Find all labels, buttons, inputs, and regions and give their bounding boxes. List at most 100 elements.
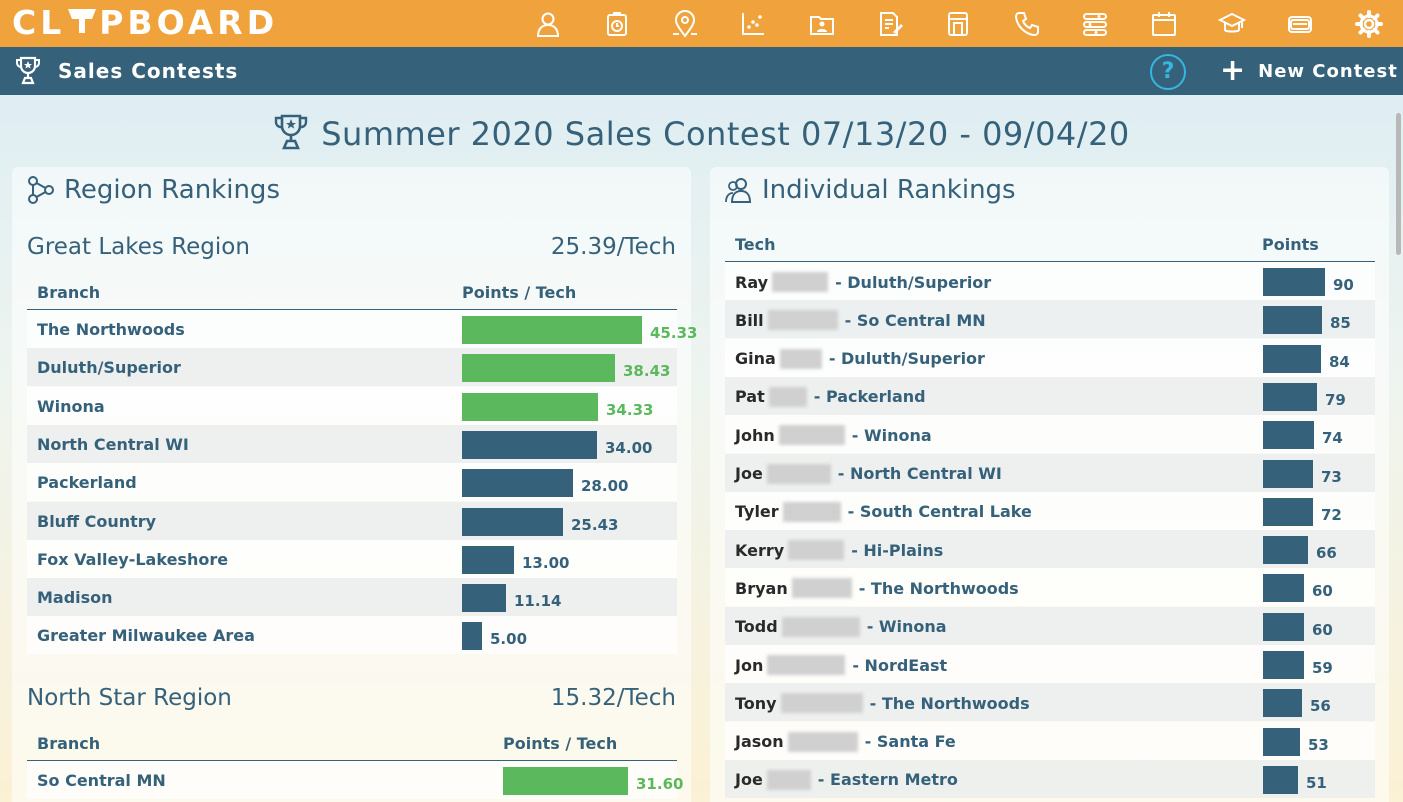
branch-name[interactable]: Madison	[37, 588, 113, 608]
tech-first-name: Kerry	[735, 540, 785, 560]
folder-person-nav-button[interactable]	[787, 0, 855, 47]
plus-icon: +	[1220, 53, 1247, 88]
branch-name[interactable]: Greater Milwaukee Area	[37, 626, 255, 646]
redacted-last-name	[778, 425, 845, 446]
tech-row[interactable]: Todd - Winona 60	[725, 606, 1375, 645]
tech-branch-link[interactable]: - Santa Fe	[864, 732, 956, 752]
branch-row[interactable]: Bluff Country 25.43	[27, 501, 677, 540]
tech-row[interactable]: Bryan - The Northwoods 60	[725, 568, 1375, 607]
settings-icon	[1354, 9, 1383, 38]
calendar-icon	[1151, 11, 1176, 36]
region-network-icon	[28, 176, 54, 204]
branch-row[interactable]: Duluth/Superior 38.43	[27, 348, 677, 387]
points-bar	[462, 622, 482, 651]
tech-cell: Tony - The Northwoods	[735, 693, 1030, 714]
points-value: 51	[1306, 773, 1327, 792]
timer-nav-button[interactable]	[582, 0, 650, 47]
tech-branch-link[interactable]: - So Central MN	[844, 310, 986, 330]
timer-icon	[606, 11, 627, 36]
tech-row[interactable]: Gina - Duluth/Superior 84	[725, 338, 1375, 377]
branch-row[interactable]: North Central WI 34.00	[27, 424, 677, 463]
points-bar	[1263, 382, 1317, 411]
branch-row[interactable]: Fox Valley-Lakeshore 13.00	[27, 539, 677, 578]
vertical-scrollbar[interactable]	[1396, 113, 1401, 255]
tech-row[interactable]: Tyler - South Central Lake 72	[725, 491, 1375, 530]
tech-branch-link[interactable]: - Winona	[866, 617, 947, 637]
redacted-last-name	[791, 578, 852, 599]
sliders-nav-button[interactable]	[1061, 0, 1129, 47]
tech-row[interactable]: Kerry - Hi-Plains 66	[725, 530, 1375, 569]
tech-branch-link[interactable]: - South Central Lake	[847, 502, 1032, 522]
branch-row[interactable]: So Central MN 31.60	[27, 760, 683, 799]
branch-row[interactable]: Winona 34.33	[27, 386, 677, 425]
region-score: 25.39/Tech	[550, 234, 676, 260]
top-nav-bar: CL PBOARD	[0, 0, 1403, 47]
tech-branch-link[interactable]: - The Northwoods	[869, 693, 1030, 713]
tech-branch-link[interactable]: - Duluth/Superior	[835, 272, 992, 292]
branch-row[interactable]: Greater Milwaukee Area 5.00	[27, 616, 677, 655]
logo-text-prefix: CL	[12, 3, 66, 42]
points-bar	[462, 392, 598, 421]
new-contest-button[interactable]: + New Contest	[1220, 53, 1398, 88]
col-points-per-tech: Points / Tech	[503, 733, 618, 753]
redacted-last-name	[767, 310, 838, 331]
branch-name[interactable]: Fox Valley-Lakeshore	[37, 549, 229, 569]
branch-name[interactable]: The Northwoods	[37, 320, 185, 339]
points-value: 11.14	[514, 592, 562, 611]
location-nav-button[interactable]	[651, 0, 719, 47]
branch-name[interactable]: Bluff Country	[37, 511, 157, 531]
document-edit-nav-button[interactable]	[856, 0, 924, 47]
top-icon-bar	[514, 0, 1403, 47]
credit-card-nav-button[interactable]	[1266, 0, 1334, 47]
phone-nav-button[interactable]	[993, 0, 1061, 47]
tech-row[interactable]: Jason - Santa Fe 53	[725, 721, 1375, 760]
scatter-chart-nav-button[interactable]	[719, 0, 787, 47]
points-value: 73	[1321, 467, 1342, 486]
tech-row[interactable]: Bill - So Central MN 85	[725, 300, 1375, 339]
tech-row[interactable]: Ray - Duluth/Superior 90	[725, 262, 1375, 300]
points-value: 5.00	[490, 630, 528, 649]
branch-name[interactable]: Packerland	[37, 473, 137, 493]
tech-branch-link[interactable]: - The Northwoods	[858, 578, 1019, 598]
calendar-nav-button[interactable]	[1129, 0, 1197, 47]
tech-branch-link[interactable]: - Packerland	[813, 387, 926, 407]
tech-branch-link[interactable]: - Duluth/Superior	[828, 349, 985, 369]
printer-nav-button[interactable]	[924, 0, 992, 47]
tech-row[interactable]: John - Winona 74	[725, 415, 1375, 454]
folder-person-icon	[809, 15, 834, 35]
points-value: 66	[1316, 544, 1337, 563]
tech-branch-link[interactable]: - Winona	[851, 425, 932, 445]
clipboard-logo[interactable]: CL PBOARD	[12, 3, 278, 43]
tech-first-name: Gina	[735, 349, 776, 369]
points-value: 25.43	[571, 515, 619, 534]
points-bar	[1263, 306, 1322, 335]
branch-name[interactable]: Winona	[37, 396, 105, 416]
branch-name[interactable]: Duluth/Superior	[37, 358, 181, 378]
tech-row[interactable]: Joe - Eastern Metro 51	[725, 759, 1375, 798]
graduation-cap-nav-button[interactable]	[1198, 0, 1266, 47]
points-value: 56	[1310, 697, 1331, 716]
branch-name[interactable]: So Central MN	[37, 770, 166, 790]
branch-row[interactable]: The Northwoods 45.33	[27, 310, 697, 348]
tech-branch-link[interactable]: - NordEast	[852, 655, 948, 675]
person-nav-button[interactable]	[514, 0, 582, 47]
tech-row[interactable]: Joe - North Central WI 73	[725, 453, 1375, 492]
tech-cell: Jon - NordEast	[735, 655, 947, 675]
tech-branch-link[interactable]: - Hi-Plains	[851, 540, 944, 560]
location-icon	[672, 9, 697, 38]
tech-row[interactable]: Jon - NordEast 59	[725, 645, 1375, 683]
tech-cell: Tyler - South Central Lake	[735, 501, 1032, 522]
points-bar	[503, 766, 628, 795]
points-bar	[462, 430, 597, 459]
redacted-last-name	[788, 540, 845, 561]
tech-branch-link[interactable]: - North Central WI	[837, 464, 1002, 483]
tech-branch-link[interactable]: - Eastern Metro	[817, 770, 958, 790]
settings-nav-button[interactable]	[1335, 0, 1403, 47]
tech-row[interactable]: Tony - The Northwoods 56	[725, 683, 1375, 722]
branch-name[interactable]: North Central WI	[37, 434, 189, 454]
col-tech: Tech	[735, 235, 776, 254]
help-button[interactable]: ?	[1150, 54, 1186, 90]
branch-row[interactable]: Madison 11.14	[27, 578, 677, 617]
tech-row[interactable]: Pat - Packerland 79	[725, 376, 1375, 415]
branch-row[interactable]: Packerland 28.00	[27, 463, 677, 502]
